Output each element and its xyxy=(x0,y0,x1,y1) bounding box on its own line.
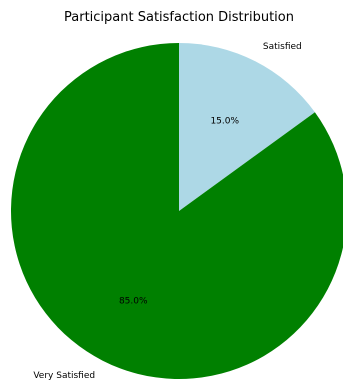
chart-title: Participant Satisfaction Distribution xyxy=(64,10,294,25)
pie-slices xyxy=(11,43,343,379)
pie-category-label-satisfied: Satisfied xyxy=(263,42,302,52)
pie-slice-very-satisfied xyxy=(11,43,343,379)
pie-category-label-very-satisfied: Very Satisfied xyxy=(33,371,95,381)
pie-slice-satisfied xyxy=(179,43,315,211)
pie-pct-label-satisfied: 15.0% xyxy=(210,117,239,127)
pie-pct-label-very-satisfied: 85.0% xyxy=(119,296,148,306)
pie-labels: 15.0% Satisfied 85.0% Very Satisfied xyxy=(33,42,301,381)
